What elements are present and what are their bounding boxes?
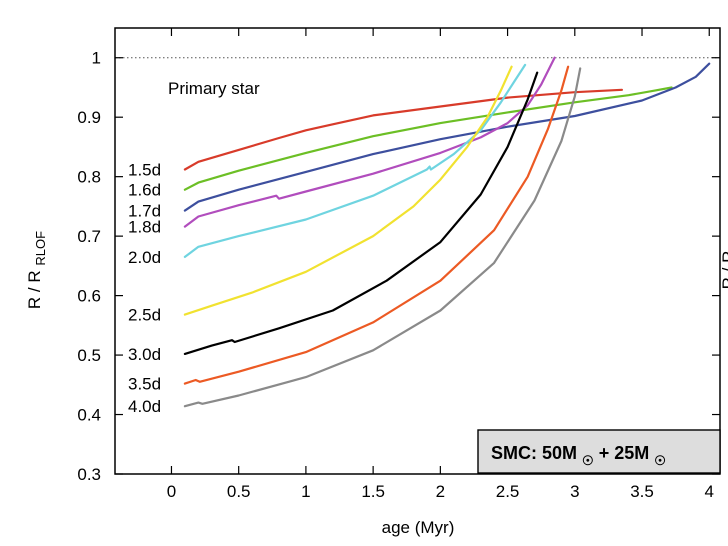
series-line-1-8d xyxy=(183,56,556,228)
x-ticks-group: 0 0.5 1 1.5 2 2.5 3 3.5 4 xyxy=(167,28,714,501)
series-line-2-5d xyxy=(183,65,513,316)
y-tick-label-1: 0.4 xyxy=(77,406,101,425)
y-axis-label: R / R RLOF xyxy=(25,231,48,309)
y-tick-label-3: 0.6 xyxy=(77,287,101,306)
series-line-3-5d xyxy=(183,65,570,385)
y-axis-label-main: R / R xyxy=(25,270,44,309)
y-tick-label-0: 0.3 xyxy=(77,465,101,484)
info-box: SMC: 50M ☉ + 25M ☉ xyxy=(477,429,721,474)
series-label-1-7d: 1.7d xyxy=(128,202,161,221)
y-tick-label-2: 0.5 xyxy=(77,346,101,365)
y-axis-label-sub: RLOF xyxy=(33,231,48,266)
series-line-1-6d xyxy=(183,86,673,191)
axes-frame-group xyxy=(114,27,721,475)
series-label-3-5d: 3.5d xyxy=(128,375,161,394)
y-tick-label-6: 0.9 xyxy=(77,108,101,127)
annotation-primary-star: Primary star xyxy=(168,79,260,98)
x-tick-label-0: 0 xyxy=(167,482,176,501)
info-box-sun-symbol-2: ☉ xyxy=(654,453,666,468)
info-box-text-mid: + 25M xyxy=(599,443,650,463)
x-tick-label-4: 2 xyxy=(436,482,445,501)
series-label-2-5d: 2.5d xyxy=(128,306,161,325)
y-ticks-group: 0.3 0.4 0.5 0.6 0.7 0.8 0.9 1 xyxy=(77,49,720,484)
series-label-1-8d: 1.8d xyxy=(128,218,161,237)
x-tick-label-7: 3.5 xyxy=(630,482,654,501)
x-tick-label-8: 4 xyxy=(705,482,714,501)
x-axis-label: age (Myr) xyxy=(382,518,455,537)
axes-frame xyxy=(114,27,721,475)
y-tick-label-7: 1 xyxy=(92,49,101,68)
series-line-3-0d xyxy=(183,71,539,355)
x-tick-label-2: 1 xyxy=(301,482,310,501)
series-group xyxy=(183,56,711,408)
y-tick-label-4: 0.7 xyxy=(77,227,101,246)
series-line-1-7d xyxy=(183,62,711,212)
x-tick-label-3: 1.5 xyxy=(361,482,385,501)
info-box-text-main: SMC: 50M xyxy=(491,443,577,463)
series-label-3-0d: 3.0d xyxy=(128,345,161,364)
x-tick-label-1: 0.5 xyxy=(227,482,251,501)
info-box-background xyxy=(477,429,721,474)
series-label-2-0d: 2.0d xyxy=(128,248,161,267)
x-tick-label-6: 3 xyxy=(570,482,579,501)
right-axis-label-fragment: R / R xyxy=(719,251,728,290)
series-line-2-0d xyxy=(183,63,527,258)
info-box-text: SMC: 50M ☉ + 25M ☉ xyxy=(491,443,666,469)
series-label-1-6d: 1.6d xyxy=(128,181,161,200)
series-labels-group: 1.5d1.6d 1.7d1.8d 2.0d 2.5d 3.0d 3.5d 4.0d xyxy=(128,161,161,417)
info-box-sun-symbol-1: ☉ xyxy=(582,453,594,468)
y-tick-label-5: 0.8 xyxy=(77,168,101,187)
series-line-4-0d xyxy=(183,67,582,408)
series-label-4-0d: 4.0d xyxy=(128,397,161,416)
x-tick-label-5: 2.5 xyxy=(496,482,520,501)
series-label-1-5d: 1.5d xyxy=(128,161,161,180)
